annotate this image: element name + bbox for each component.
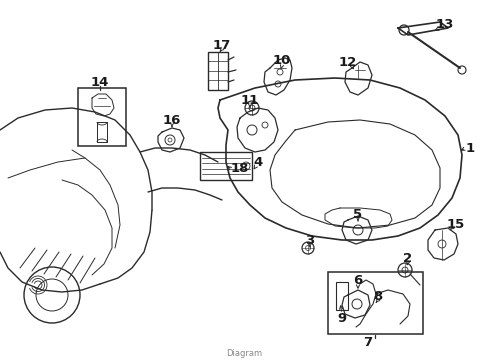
Text: 5: 5 bbox=[353, 207, 362, 220]
Text: Diagram: Diagram bbox=[225, 350, 262, 359]
Text: 14: 14 bbox=[91, 76, 109, 89]
Text: 16: 16 bbox=[163, 113, 181, 126]
Bar bbox=[335, 282, 347, 310]
Bar bbox=[327, 272, 422, 334]
Text: 15: 15 bbox=[446, 217, 464, 230]
Text: 18: 18 bbox=[230, 162, 249, 175]
Text: 13: 13 bbox=[435, 18, 453, 31]
Text: 12: 12 bbox=[338, 55, 356, 68]
Bar bbox=[78, 88, 126, 146]
Text: 3: 3 bbox=[305, 234, 314, 247]
Text: 11: 11 bbox=[241, 94, 259, 107]
Text: 1: 1 bbox=[465, 141, 473, 154]
Text: 17: 17 bbox=[212, 39, 231, 51]
Bar bbox=[207, 52, 227, 90]
Text: 10: 10 bbox=[272, 54, 290, 67]
Text: 2: 2 bbox=[403, 252, 412, 265]
Bar bbox=[200, 152, 251, 180]
Text: 8: 8 bbox=[373, 289, 382, 302]
Text: 7: 7 bbox=[363, 336, 372, 348]
Text: 4: 4 bbox=[253, 156, 262, 168]
Text: 9: 9 bbox=[337, 311, 346, 324]
Text: 6: 6 bbox=[353, 274, 362, 287]
